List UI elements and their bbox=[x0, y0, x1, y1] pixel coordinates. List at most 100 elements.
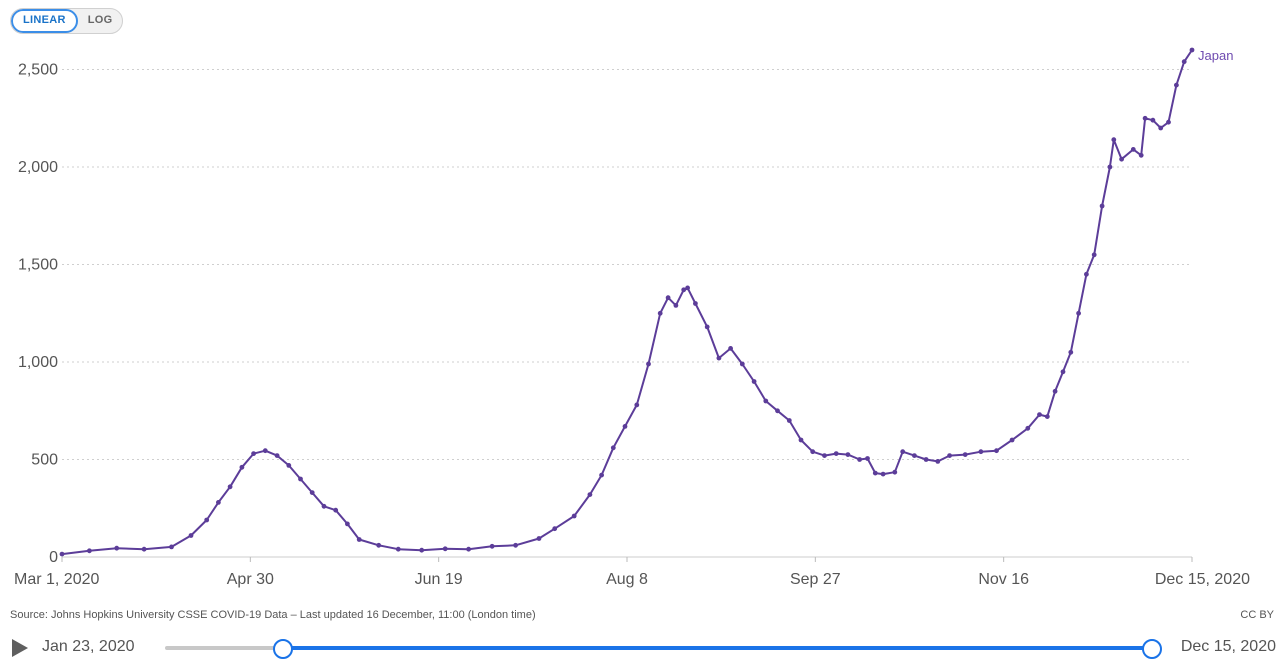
data-point bbox=[1119, 156, 1124, 162]
data-point bbox=[442, 546, 448, 552]
data-point bbox=[1166, 119, 1171, 125]
x-tick-label: Dec 15, 2020 bbox=[1155, 571, 1250, 588]
data-point bbox=[1068, 349, 1074, 355]
data-point bbox=[880, 471, 886, 477]
data-point bbox=[239, 464, 245, 470]
data-point bbox=[1181, 59, 1187, 65]
data-point bbox=[704, 324, 710, 330]
log-scale-button[interactable]: LOG bbox=[87, 14, 113, 26]
data-point bbox=[376, 542, 382, 548]
data-point bbox=[1107, 164, 1113, 170]
data-point bbox=[947, 453, 952, 458]
data-point bbox=[395, 546, 401, 552]
source-note: Source: Johns Hopkins University CSSE CO… bbox=[10, 609, 536, 621]
line-chart: 0 500 1,000 1,500 2,000 2,500 Mar 1, 2020 Apr 3… bbox=[14, 47, 1250, 588]
data-point bbox=[739, 361, 745, 367]
data-point bbox=[994, 448, 999, 454]
x-tick-label: Nov 16 bbox=[978, 571, 1029, 588]
data-point bbox=[900, 449, 906, 455]
data-point bbox=[865, 456, 870, 461]
data-point bbox=[262, 448, 268, 454]
data-point bbox=[1084, 271, 1089, 277]
data-point bbox=[622, 424, 628, 429]
x-tick-label: Sep 27 bbox=[790, 571, 841, 588]
timeline-end-handle[interactable] bbox=[1142, 639, 1162, 659]
scale-toggle: LINEAR LOG bbox=[10, 8, 124, 34]
data-point bbox=[775, 408, 780, 414]
data-point bbox=[1111, 137, 1117, 143]
data-point bbox=[274, 453, 280, 458]
data-point bbox=[489, 543, 495, 549]
data-point bbox=[1130, 147, 1136, 152]
data-point bbox=[1099, 203, 1105, 209]
data-point bbox=[693, 301, 698, 306]
data-point bbox=[657, 310, 663, 316]
data-point bbox=[466, 546, 471, 552]
data-point bbox=[681, 287, 687, 293]
data-point bbox=[114, 545, 120, 551]
data-point bbox=[892, 469, 898, 475]
series-line bbox=[61, 49, 1193, 556]
data-point bbox=[1060, 369, 1066, 375]
timeline-track[interactable] bbox=[165, 646, 1151, 650]
data-point bbox=[571, 513, 577, 519]
x-tick-label: Aug 8 bbox=[606, 571, 648, 588]
y-tick-label: 2,000 bbox=[18, 159, 58, 176]
series-label: Japan bbox=[1198, 48, 1233, 63]
y-tick-label: 1,000 bbox=[18, 354, 58, 371]
x-tick-label: Jun 19 bbox=[415, 571, 463, 588]
data-point bbox=[169, 544, 174, 550]
data-point bbox=[1076, 310, 1081, 316]
timeline: Jan 23, 2020 Dec 15, 2020 bbox=[0, 633, 1282, 660]
data-point bbox=[599, 472, 604, 478]
license-link[interactable]: CC BY bbox=[1240, 609, 1274, 621]
data-point bbox=[923, 457, 929, 462]
timeline-end-label: Dec 15, 2020 bbox=[1180, 638, 1276, 655]
data-point bbox=[845, 452, 851, 457]
data-point bbox=[204, 517, 210, 523]
data-point bbox=[978, 449, 984, 455]
data-point bbox=[536, 536, 542, 541]
data-point bbox=[513, 542, 518, 548]
x-tick-label: Apr 30 bbox=[227, 571, 274, 588]
data-point bbox=[333, 507, 339, 513]
data-point bbox=[857, 457, 862, 462]
data-point bbox=[810, 449, 816, 455]
data-point bbox=[251, 451, 256, 456]
data-point bbox=[286, 463, 292, 468]
data-point bbox=[1174, 82, 1179, 88]
data-point bbox=[1138, 152, 1144, 158]
data-point bbox=[798, 437, 804, 443]
data-point bbox=[419, 547, 425, 553]
data-point bbox=[751, 379, 757, 384]
data-point bbox=[833, 451, 839, 456]
timeline-start-handle[interactable] bbox=[273, 639, 293, 659]
y-tick-label: 500 bbox=[31, 452, 58, 469]
y-tick-label: 0 bbox=[49, 549, 58, 566]
data-point bbox=[912, 453, 917, 458]
y-tick-label: 2,500 bbox=[18, 62, 58, 79]
timeline-start-label: Jan 23, 2020 bbox=[42, 638, 135, 655]
data-point bbox=[665, 295, 671, 301]
data-point bbox=[1150, 117, 1156, 123]
data-point bbox=[685, 285, 690, 291]
data-point bbox=[1158, 125, 1164, 131]
data-point bbox=[321, 503, 327, 509]
data-point bbox=[716, 355, 722, 361]
data-point bbox=[59, 551, 65, 557]
linear-scale-button[interactable]: LINEAR bbox=[11, 9, 78, 33]
y-tick-label: 1,500 bbox=[18, 257, 58, 274]
data-point bbox=[587, 492, 593, 497]
data-point bbox=[1142, 115, 1148, 121]
data-point bbox=[935, 459, 941, 464]
data-point bbox=[822, 453, 827, 458]
data-point bbox=[1052, 388, 1058, 394]
data-point bbox=[610, 445, 616, 451]
data-point bbox=[1025, 425, 1031, 431]
data-point bbox=[962, 452, 968, 457]
data-point bbox=[728, 346, 733, 351]
data-point bbox=[552, 526, 558, 532]
data-point bbox=[216, 500, 221, 505]
play-icon[interactable] bbox=[12, 639, 28, 657]
data-point bbox=[872, 470, 878, 476]
